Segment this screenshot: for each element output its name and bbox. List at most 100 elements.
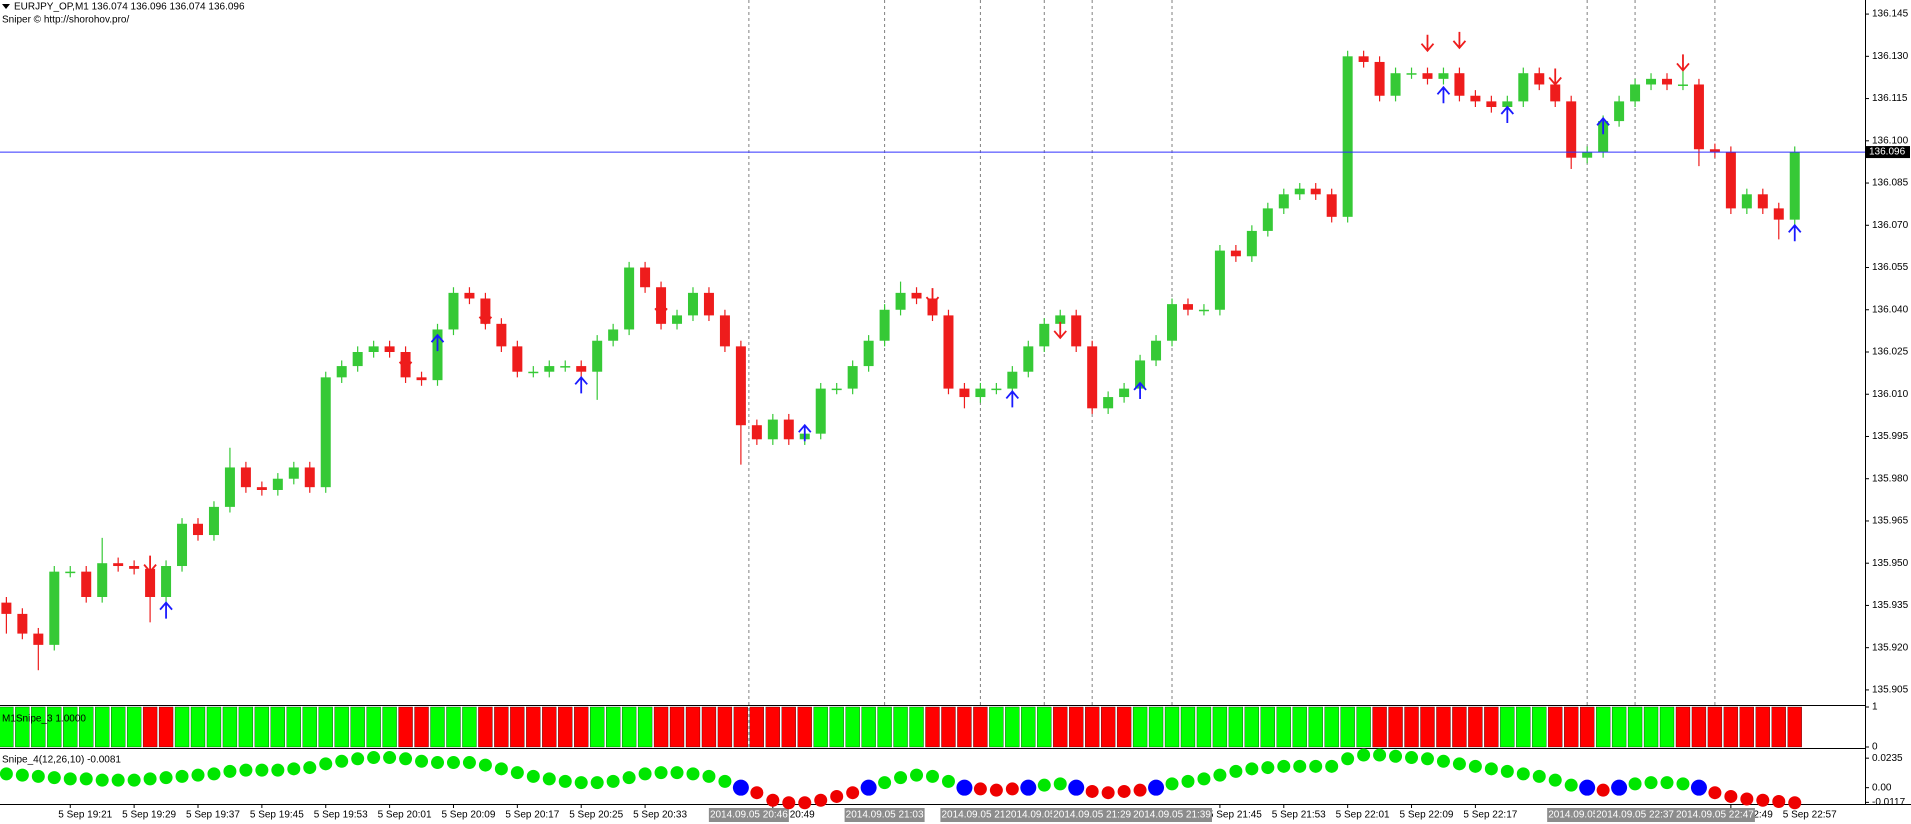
marker-label-box xyxy=(708,808,789,822)
oscillator-dot xyxy=(1708,786,1722,800)
candle-body xyxy=(1214,250,1225,310)
cross-dot xyxy=(1148,779,1165,796)
indicator-bar xyxy=(1372,706,1387,748)
indicator-bar xyxy=(1787,706,1802,748)
indicator-bar xyxy=(1276,706,1291,748)
y-tick-label: 135.995 xyxy=(1872,431,1909,442)
indicator-bar xyxy=(190,706,206,748)
oscillator-dot xyxy=(1468,759,1482,773)
candle-body xyxy=(719,315,730,347)
oscillator-dot xyxy=(319,757,333,771)
indicator-bar xyxy=(861,706,876,748)
indicator-bar xyxy=(1116,706,1132,748)
oscillator-dot xyxy=(0,767,13,781)
candle-body xyxy=(384,346,395,352)
candle-body xyxy=(943,315,954,389)
candle-body xyxy=(751,425,762,440)
candle-body xyxy=(1135,360,1146,389)
sell-arrow xyxy=(478,307,493,326)
y-tick-label: 135.920 xyxy=(1872,642,1909,653)
candle-body xyxy=(1422,73,1433,79)
cross-dot xyxy=(956,779,973,796)
oscillator-dot xyxy=(1165,777,1179,791)
indicator-bar xyxy=(765,706,780,748)
oscillator-dot xyxy=(175,769,189,783)
candle-body xyxy=(1310,188,1321,195)
indicator-bar xyxy=(510,706,525,748)
candle-body xyxy=(1470,95,1481,102)
indicator-bar xyxy=(222,706,238,748)
collapse-icon[interactable] xyxy=(2,4,10,9)
x-tick-label: 5 Sep 19:37 xyxy=(186,810,240,821)
indicator-bar xyxy=(494,706,509,748)
y-tick-label: 136.145 xyxy=(1872,9,1909,20)
y-tick-label: 135.965 xyxy=(1872,516,1909,527)
x-tick-label: 5 Sep 20:17 xyxy=(505,810,559,821)
candle-body xyxy=(672,315,683,324)
indicator-bar xyxy=(1436,706,1451,748)
indicator-bar xyxy=(1180,706,1196,748)
candle-body xyxy=(496,323,507,347)
candle-body xyxy=(560,366,571,368)
candle-body xyxy=(1725,152,1736,209)
oscillator-dot xyxy=(15,768,29,782)
candle-body xyxy=(208,506,219,536)
oscillator-dot xyxy=(1676,777,1690,791)
candle-body xyxy=(1167,304,1178,341)
indicator-bar xyxy=(749,706,765,748)
oscillator-dot xyxy=(686,767,700,781)
indicator-bar xyxy=(1340,706,1355,748)
oscillator-dot xyxy=(973,782,987,796)
oscillator-dot xyxy=(1005,782,1019,796)
candle-body xyxy=(1741,194,1752,209)
indicator-bar xyxy=(1292,706,1307,748)
indicator-bar xyxy=(206,706,222,748)
indicator-bar xyxy=(893,706,908,748)
candle-body xyxy=(97,563,108,597)
indicator-bar xyxy=(1723,706,1739,748)
indicator-bar xyxy=(414,706,429,748)
indicator-bar xyxy=(238,706,254,748)
indicator-bar xyxy=(669,706,685,748)
candle-body xyxy=(65,571,76,574)
candle-body xyxy=(1230,250,1241,257)
y-tick-label: 135.935 xyxy=(1872,600,1909,611)
candle-body xyxy=(1151,340,1162,361)
indicator-bar xyxy=(1356,706,1371,748)
candle-body xyxy=(783,419,794,440)
indicator-bar xyxy=(1196,706,1212,748)
indicator-bar xyxy=(701,706,717,748)
indicator-bar xyxy=(877,706,892,748)
sell-arrow xyxy=(925,288,940,306)
cross-dot xyxy=(1611,779,1628,796)
candle-body xyxy=(1071,315,1082,347)
current-price-label: 136.096 xyxy=(1869,147,1906,158)
candle-body xyxy=(1550,84,1561,102)
candle-body xyxy=(336,366,347,378)
oscillator-dot xyxy=(1389,749,1403,763)
candle-body xyxy=(288,467,299,479)
oscillator-dot xyxy=(846,786,860,800)
candle-body xyxy=(1630,84,1641,102)
sell-arrow xyxy=(1452,31,1467,50)
indicator-bar xyxy=(1005,706,1020,748)
oscillator-dot xyxy=(415,754,429,768)
y-tick-label: 136.025 xyxy=(1872,347,1909,358)
oscillator-dot xyxy=(1325,759,1339,773)
indicator-bar xyxy=(845,706,860,748)
buy-arrow xyxy=(1005,390,1020,408)
marker-label-box xyxy=(1674,808,1755,822)
indicator-bar xyxy=(111,706,126,748)
chart-title: EURJPY_OP,M1 136.074 136.096 136.074 136… xyxy=(14,2,245,13)
chart-subtitle: Sniper © http://shorohov.pro/ xyxy=(2,15,129,26)
candle-body xyxy=(256,487,267,490)
oscillator-dot xyxy=(191,768,205,782)
oscillator-dot xyxy=(1564,778,1578,792)
indicator-bar xyxy=(1324,706,1339,748)
indicator-bar xyxy=(542,706,557,748)
indicator-bar xyxy=(95,706,110,748)
buy-arrow xyxy=(159,601,173,619)
sell-arrow xyxy=(1053,321,1067,340)
oscillator-dot xyxy=(718,774,732,788)
indicator-bar xyxy=(31,706,46,748)
